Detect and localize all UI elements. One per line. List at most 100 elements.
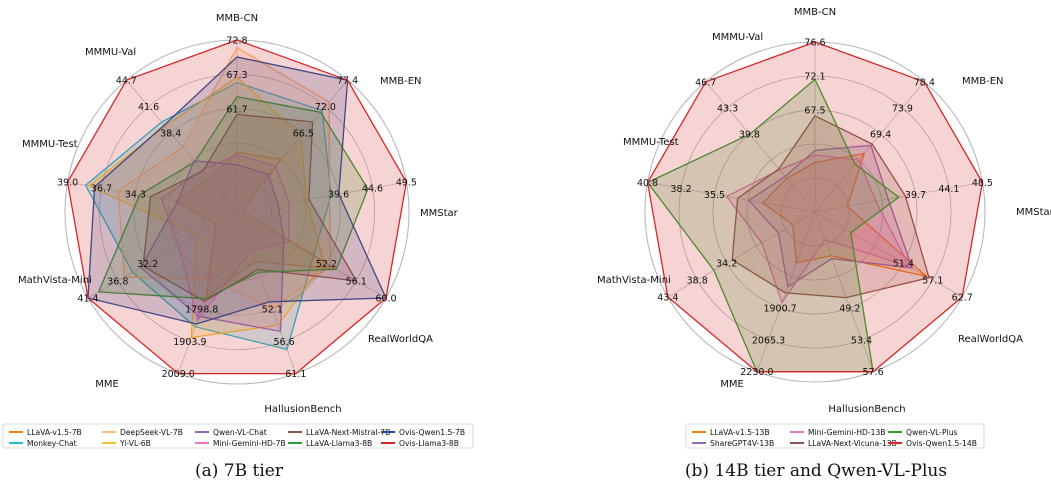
tick-label: 72.0 — [315, 102, 336, 113]
radar-chart-7b: 61.7 67.3 72.8 66.5 72.0 77.4 39.6 44.6 49.5 52.2… — [18, 13, 459, 415]
tick-label: 41.6 — [138, 102, 159, 113]
tick-label: 76.6 — [804, 38, 825, 49]
axis-spoke — [814, 211, 874, 372]
tick-label: 39.6 — [328, 190, 349, 201]
tick-label: 77.4 — [337, 76, 358, 87]
tick-label: 46.7 — [695, 77, 716, 88]
series-llava-next-vicuna-13b — [731, 115, 930, 299]
legend-label-qwen-vl-plus: Qwen-VL-Plus — [906, 428, 958, 437]
axis-label-mmstar: MMStar — [1016, 207, 1051, 218]
tick-label: 39.0 — [57, 178, 78, 189]
axis-spoke — [67, 181, 238, 213]
legend-label-mini-gemini-hd-13b: Mini-Gemini-HD-13B — [808, 428, 886, 437]
axis-label-hallusionbench: HallusionBench — [828, 404, 905, 415]
axis-spoke — [87, 211, 238, 299]
radar-chart-14b: 67.5 72.1 76.6 69.4 73.9 78.4 39.7 44.1 48.5 51.4… — [597, 7, 1051, 415]
legend-label-ovis-qwen1-5-14b: Ovis-Qwen1.5-14B — [906, 439, 977, 448]
tick-label: 49.5 — [396, 178, 417, 189]
tick-label: 43.3 — [717, 103, 738, 114]
axis-spoke — [705, 81, 816, 213]
axis-spoke — [236, 211, 387, 299]
tick-label: 2230.0 — [740, 367, 773, 378]
legend-label-llava-v1-5-13b: LLaVA-v1.5-13B — [710, 428, 770, 437]
tick-label: 52.2 — [316, 259, 337, 270]
axis-spoke — [126, 79, 238, 213]
axis-label-mmmu-test: MMMU-Test — [623, 137, 679, 148]
tick-label: 40.8 — [637, 178, 658, 189]
tick-label: 78.4 — [914, 77, 935, 88]
tick-label: 34.2 — [716, 259, 737, 270]
series-llava-v1-5-7b — [175, 151, 337, 298]
legend-label-ovis-qwen1-5-7b: Ovis-Qwen1.5-7B — [399, 428, 465, 437]
series-monkey-chat — [84, 81, 332, 351]
series-sharegpt4v-13b — [748, 144, 913, 288]
axis-label-realworldqa: RealWorldQA — [368, 334, 433, 345]
tick-label: 44.1 — [938, 184, 959, 195]
legend-label-deepseek-vl-7b: DeepSeek-VL-7B — [120, 428, 183, 437]
tick-label: 44.6 — [362, 184, 383, 195]
tick-label: 56.6 — [274, 337, 295, 348]
tick-label: 38.2 — [671, 184, 692, 195]
tick-label: 44.7 — [116, 76, 137, 87]
axis-label-mmstar: MMStar — [420, 208, 459, 219]
tick-label: 39.7 — [905, 190, 926, 201]
axis-spoke — [177, 211, 238, 374]
tick-label: 72.8 — [226, 36, 247, 47]
tick-label: 53.4 — [851, 335, 872, 346]
axis-spoke — [814, 211, 963, 298]
axis-label-mmb-cn: MMB-CN — [794, 7, 836, 18]
legend-label-yi-vl-6b: Yi-VL-6B — [119, 439, 151, 448]
tick-label: 32.2 — [137, 259, 158, 270]
tick-label: 38.4 — [160, 128, 181, 139]
tick-label: 1903.9 — [173, 337, 206, 348]
axis-label-mathvista-mini: MathVista-Mini — [18, 275, 92, 286]
tick-label: 35.5 — [704, 190, 725, 201]
tick-label: 36.8 — [107, 276, 128, 287]
caption-14b: (b) 14B tier and Qwen-VL-Plus — [685, 461, 947, 481]
axis-label-mmb-en: MMB-EN — [962, 76, 1004, 87]
tick-label: 34.3 — [125, 190, 146, 201]
tick-label: 57.1 — [922, 276, 943, 287]
legend-label-sharegpt4v-13b: ShareGPT4V-13B — [710, 439, 774, 448]
tick-label: 60.0 — [375, 294, 396, 305]
tick-label: 38.8 — [687, 276, 708, 287]
series-mini-gemini-hd-7b — [160, 154, 290, 321]
tick-label: 51.4 — [893, 259, 914, 270]
series-ovis-llama3-8b — [66, 39, 408, 375]
tick-label: 43.4 — [657, 293, 678, 304]
axis-label-hallusionbench: HallusionBench — [264, 404, 341, 415]
legend-box — [2, 423, 474, 449]
series-mini-gemini-hd-13b — [725, 154, 911, 304]
tick-label: 67.5 — [804, 106, 825, 117]
axis-label-mmmu-test: MMMU-Test — [22, 139, 78, 150]
tick-label: 69.4 — [870, 129, 891, 140]
tick-label: 1798.8 — [185, 305, 218, 316]
tick-label: 48.5 — [972, 178, 993, 189]
axis-label-mathvista-mini: MathVista-Mini — [597, 275, 671, 286]
tick-label: 49.2 — [839, 303, 860, 314]
axis-spoke — [647, 182, 816, 213]
axis-spoke — [236, 211, 297, 374]
series-llava-llama3-8b — [97, 95, 369, 300]
tick-label: 67.3 — [226, 70, 247, 81]
series-ovis-qwen1-5-7b — [87, 56, 387, 325]
axis-label-mmb-cn: MMB-CN — [216, 13, 258, 24]
tick-label: 1900.7 — [763, 303, 796, 314]
tick-label: 66.5 — [293, 128, 314, 139]
tick-label: 72.1 — [804, 72, 825, 83]
legend-label-mini-gemini-hd-7b: Mini-Gemini-HD-7B — [213, 439, 286, 448]
axis-label-realworldqa: RealWorldQA — [958, 334, 1023, 345]
axis-label-mme: MME — [720, 379, 744, 390]
axis-spoke — [756, 211, 816, 372]
legend-label-llava-next-mistral-7b: LLaVA-Next-Mistral-7B — [306, 428, 390, 437]
legend-label-monkey-chat: Monkey-Chat — [27, 439, 77, 448]
legend-14b: LLaVA-v1.5-13B ShareGPT4V-13B Mini-Gemini-… — [685, 423, 985, 449]
tick-label: 56.1 — [346, 276, 367, 287]
legend-label-qwen-vl-chat: Qwen-VL-Chat — [213, 428, 267, 437]
axis-label-mmmu-val: MMMU-Val — [712, 32, 763, 43]
axis-label-mmb-en: MMB-EN — [380, 76, 422, 87]
legend-7b: LLaVA-v1.5-7B Monkey-Chat DeepSeek-VL-7B Yi… — [2, 423, 474, 449]
tick-label: 36.7 — [91, 184, 112, 195]
legend-label-llava-llama3-8b: LLaVA-Llama3-8B — [306, 439, 372, 448]
